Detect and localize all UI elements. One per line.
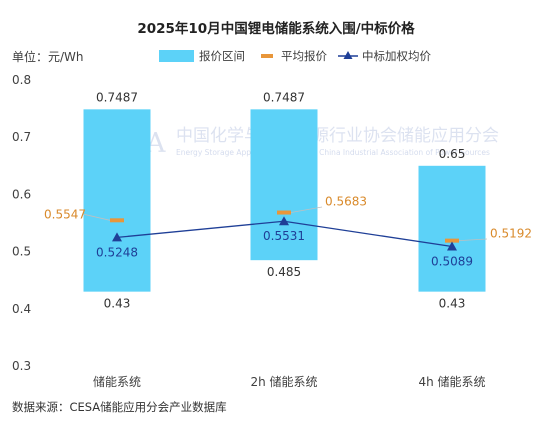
weighted-label: 0.5531: [263, 229, 305, 243]
legend-weighted-marker: [343, 51, 353, 59]
source-note: 数据来源：CESA储能应用分会产业数据库: [12, 400, 227, 414]
range-bars: [83, 109, 486, 292]
average-label: 0.5683: [325, 194, 367, 208]
legend: 报价区间 平均报价 中标加权均价: [159, 49, 431, 63]
watermark-cn-text: 中国化学与物理电源行业协会储能应用分会: [176, 126, 499, 146]
category-label: 4h 储能系统: [418, 374, 485, 389]
chart-title: 2025年10月中国锂电储能系统入围/中标价格: [137, 20, 415, 37]
y-tick-label: 0.6: [12, 187, 31, 201]
y-tick-label: 0.7: [12, 130, 31, 144]
range-high-label: 0.7487: [96, 90, 138, 104]
range-low-label: 0.43: [439, 297, 466, 311]
category-label: 2h 储能系统: [250, 374, 317, 389]
average-label: 0.5547: [44, 207, 86, 221]
weighted-label: 0.5248: [96, 245, 138, 259]
weighted-marker: [447, 241, 457, 251]
average-marker: [445, 238, 459, 243]
range-high-label: 0.7487: [263, 90, 305, 104]
weighted-label: 0.5089: [431, 255, 473, 269]
legend-weighted-label: 中标加权均价: [362, 49, 431, 63]
range-bar: [83, 109, 151, 292]
average-markers: 0.5547 0.5683 0.5192: [44, 194, 532, 243]
average-leader-line: [458, 238, 488, 242]
range-high-label: 0.65: [439, 147, 466, 161]
y-axis-unit: 单位：元/Wh: [12, 49, 84, 64]
range-bar: [418, 165, 486, 292]
weighted-marker: [279, 216, 289, 226]
y-tick-label: 0.3: [12, 359, 31, 373]
average-leader-line: [83, 213, 111, 221]
average-leader-line: [290, 206, 323, 213]
range-low-label: 0.43: [104, 297, 131, 311]
range-labels: 0.7487 0.43 0.7487 0.485 0.65 0.43: [96, 90, 465, 310]
x-axis: 储能系统 2h 储能系统 4h 储能系统: [93, 374, 486, 389]
range-bar: [250, 109, 318, 261]
category-label: 储能系统: [93, 374, 141, 389]
watermark-en-text: Energy Storage Application Branch of Chi…: [176, 148, 490, 157]
average-label: 0.5192: [490, 227, 532, 241]
y-tick-label: 0.5: [12, 245, 31, 259]
legend-range-label: 报价区间: [199, 49, 245, 63]
range-low-label: 0.485: [267, 265, 301, 279]
average-marker: [110, 218, 124, 223]
legend-avg-swatch: [261, 54, 273, 58]
y-tick-label: 0.8: [12, 73, 31, 87]
weighted-marker: [112, 232, 122, 242]
average-marker: [277, 210, 291, 215]
weighted-series: 0.5248 0.5531 0.5089: [96, 216, 473, 269]
legend-range-swatch: [159, 50, 194, 62]
y-axis: 0.3 0.4 0.5 0.6 0.7 0.8: [12, 73, 31, 373]
y-tick-label: 0.4: [12, 302, 31, 316]
legend-avg-label: 平均报价: [281, 49, 327, 63]
